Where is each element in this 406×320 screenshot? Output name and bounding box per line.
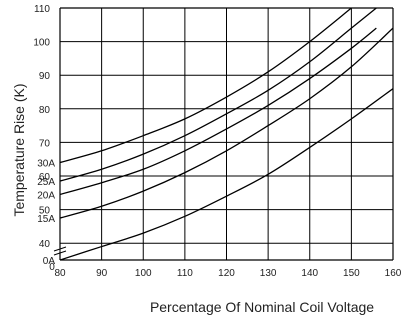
y-tick-label: 80: [39, 105, 51, 116]
y-tick-label: 100: [33, 38, 50, 49]
series-label-20a: 20A: [37, 190, 55, 201]
series-label-0a: 0A: [43, 256, 56, 267]
x-tick-label: 130: [260, 268, 277, 279]
y-tick-label: 60: [39, 172, 51, 183]
x-axis-label: Percentage Of Nominal Coil Voltage: [150, 299, 374, 315]
axes: [53, 7, 394, 261]
origin-label: 0: [49, 262, 55, 273]
x-tick-label: 80: [54, 268, 66, 279]
series-label-15a: 15A: [37, 214, 55, 225]
x-tick-label: 110: [177, 268, 193, 279]
series-line-15a: [60, 27, 393, 219]
series-label-25a: 25A: [37, 177, 55, 188]
y-tick-label: 90: [39, 71, 51, 82]
axis-break-mark: [53, 246, 67, 256]
series-line-0a: [60, 88, 393, 260]
x-tick-label: 160: [385, 268, 402, 279]
tick-labels: 80 90 100 110 120 130 140 150 160 40 50 60 70 80 90 100…: [33, 4, 401, 279]
series-label-30a: 30A: [37, 159, 55, 170]
series-line-30a: [60, 8, 353, 164]
x-tick-label: 140: [301, 268, 318, 279]
series-line-25a: [60, 8, 377, 182]
x-tick-label: 150: [343, 268, 360, 279]
grid: [59, 7, 394, 260]
series-lines: [60, 8, 393, 260]
y-tick-label: 110: [34, 4, 50, 15]
y-tick-label: 70: [39, 138, 51, 149]
x-tick-label: 90: [96, 268, 108, 279]
y-tick-label: 50: [39, 206, 51, 217]
y-tick-label: 40: [39, 239, 51, 250]
y-axis-label: Temperature Rise (K): [11, 83, 27, 216]
x-tick-label: 120: [218, 268, 235, 279]
series-line-20a: [60, 27, 377, 196]
x-tick-label: 100: [135, 268, 152, 279]
